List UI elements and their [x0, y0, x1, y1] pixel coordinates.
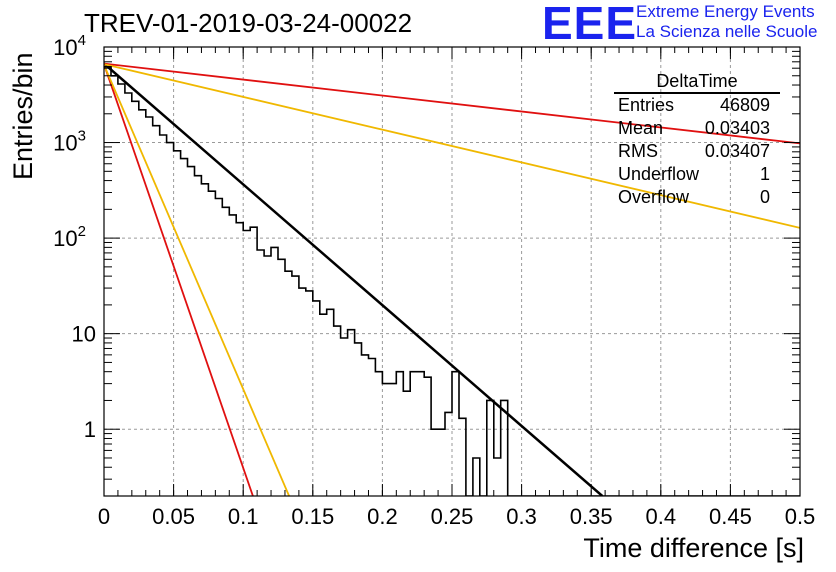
x-tick-label: 0.5 [785, 504, 816, 529]
stats-label: Entries [618, 95, 675, 115]
stats-label: RMS [618, 141, 658, 161]
fit-curves [104, 62, 800, 496]
histogram-steps [104, 66, 800, 496]
stats-value: 46809 [719, 95, 770, 115]
histogram [104, 66, 800, 496]
y-tick-label: 104 [53, 32, 86, 60]
logo-caption: Extreme Energy Events La Scienza nelle S… [636, 2, 817, 42]
fit-curve-3 [104, 63, 800, 229]
fit-curve-2 [104, 62, 800, 145]
x-tick-label: 0.15 [291, 504, 334, 529]
x-tick-label: 0.35 [570, 504, 613, 529]
stats-row-overflow: Overflow 0 [612, 186, 780, 209]
stats-value: 1 [759, 164, 770, 184]
logo-caption-line2: La Scienza nelle Scuole [636, 22, 818, 41]
x-tick-label: 0.25 [431, 504, 474, 529]
x-tick-label: 0.4 [646, 504, 677, 529]
logo-caption-line1: Extreme Energy Events [636, 2, 815, 21]
x-axis-label: Time difference [s] [583, 533, 804, 563]
stats-row-entries: Entries 46809 [612, 94, 780, 117]
stats-box: DeltaTime Entries 46809 Mean 0.03403 RMS… [612, 70, 780, 209]
x-axis-ticks: 0 0.05 0.1 0.15 0.2 0.25 0.3 0.35 0.4 0.45 0.5 [98, 47, 815, 529]
y-tick-label: 102 [53, 223, 86, 251]
y-tick-label: 1 [84, 417, 96, 442]
y-tick-label: 10 [72, 322, 96, 347]
stats-row-underflow: Underflow 1 [612, 163, 780, 186]
x-tick-label: 0.1 [228, 504, 259, 529]
stats-value: 0 [759, 187, 770, 207]
stats-label: Mean [618, 118, 664, 138]
chart-title: TREV-01-2019-03-24-00022 [84, 8, 413, 38]
fit-curve-5 [104, 64, 290, 496]
eee-logo: EEE [542, 0, 638, 49]
stats-label: Overflow [618, 187, 690, 207]
x-tick-label: 0.05 [152, 504, 195, 529]
stats-row-rms: RMS 0.03407 [612, 140, 780, 163]
fit-curve-1 [104, 62, 604, 496]
x-tick-label: 0.45 [709, 504, 752, 529]
x-tick-label: 0.3 [506, 504, 537, 529]
stats-value: 0.03403 [704, 118, 770, 138]
x-tick-label: 0 [98, 504, 110, 529]
stats-row-mean: Mean 0.03403 [612, 117, 780, 140]
fit-curve-4 [104, 63, 254, 496]
y-tick-label: 103 [53, 128, 86, 156]
y-axis-label: Entries/bin [8, 52, 38, 180]
stats-value: 0.03407 [704, 141, 770, 161]
stats-label: Underflow [618, 164, 700, 184]
x-tick-label: 0.2 [367, 504, 398, 529]
stats-title: DeltaTime [614, 70, 780, 94]
